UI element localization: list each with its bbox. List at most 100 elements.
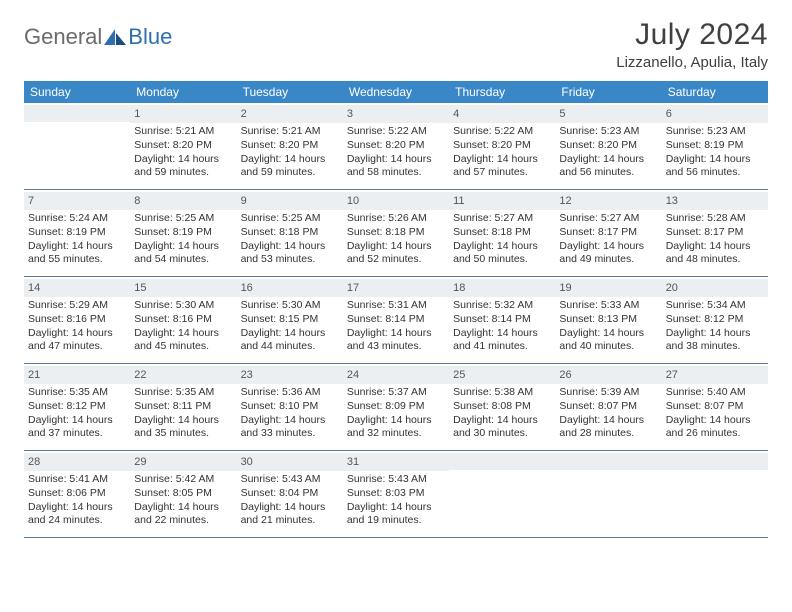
sunrise-line: Sunrise: 5:22 AM (347, 125, 445, 139)
daylight1-line: Daylight: 14 hours (28, 501, 126, 515)
sunset-line: Sunset: 8:18 PM (347, 226, 445, 240)
daylight1-line: Daylight: 14 hours (453, 414, 551, 428)
sunrise-line: Sunrise: 5:35 AM (28, 386, 126, 400)
sunrise-line: Sunrise: 5:36 AM (241, 386, 339, 400)
sunrise-line: Sunrise: 5:21 AM (241, 125, 339, 139)
day-cell: 26Sunrise: 5:39 AMSunset: 8:07 PMDayligh… (555, 364, 661, 450)
daylight1-line: Daylight: 14 hours (28, 327, 126, 341)
sunrise-line: Sunrise: 5:23 AM (559, 125, 657, 139)
daylight2-line: and 21 minutes. (241, 514, 339, 528)
day-cell: 11 Sunrise: 5:27 AMSunset: 8:18 PMDayligh… (449, 190, 555, 276)
day-cell: 7Sunrise: 5:24 AMSunset: 8:19 PMDaylight… (24, 190, 130, 276)
weekday-sunday: Sunday (24, 81, 130, 103)
sunset-line: Sunset: 8:18 PM (453, 226, 551, 240)
day-number: 4 (449, 105, 555, 123)
day-cell: 12Sunrise: 5:27 AMSunset: 8:17 PMDayligh… (555, 190, 661, 276)
daylight1-line: Daylight: 14 hours (559, 327, 657, 341)
logo-sail-icon (104, 29, 126, 45)
sunrise-line: Sunrise: 5:41 AM (28, 473, 126, 487)
day-number: 6 (662, 105, 768, 123)
day-cell: 9Sunrise: 5:25 AMSunset: 8:18 PMDaylight… (237, 190, 343, 276)
day-number: 27 (662, 366, 768, 384)
daylight1-line: Daylight: 14 hours (453, 240, 551, 254)
day-number: 16 (237, 279, 343, 297)
daylight2-line: and 47 minutes. (28, 340, 126, 354)
day-number: 20 (662, 279, 768, 297)
sunset-line: Sunset: 8:19 PM (28, 226, 126, 240)
daylight1-line: Daylight: 14 hours (241, 240, 339, 254)
day-number: 26 (555, 366, 661, 384)
day-cell (662, 451, 768, 537)
daylight2-line: and 55 minutes. (28, 253, 126, 267)
day-cell: 1Sunrise: 5:21 AMSunset: 8:20 PMDaylight… (130, 103, 236, 189)
day-cell (555, 451, 661, 537)
sunrise-line: Sunrise: 5:38 AM (453, 386, 551, 400)
sunrise-line: Sunrise: 5:23 AM (666, 125, 764, 139)
sunset-line: Sunset: 8:05 PM (134, 487, 232, 501)
day-number: 11 (449, 192, 555, 210)
calendar-grid: Sunday Monday Tuesday Wednesday Thursday… (24, 81, 768, 538)
sunrise-line: Sunrise: 5:42 AM (134, 473, 232, 487)
daylight2-line: and 35 minutes. (134, 427, 232, 441)
sunrise-line: Sunrise: 5:30 AM (241, 299, 339, 313)
daylight2-line: and 24 minutes. (28, 514, 126, 528)
daylight2-line: and 43 minutes. (347, 340, 445, 354)
daylight2-line: and 26 minutes. (666, 427, 764, 441)
daylight2-line: and 32 minutes. (347, 427, 445, 441)
week-row: 14Sunrise: 5:29 AMSunset: 8:16 PMDayligh… (24, 277, 768, 364)
day-cell: 24Sunrise: 5:37 AMSunset: 8:09 PMDayligh… (343, 364, 449, 450)
day-cell: 25Sunrise: 5:38 AMSunset: 8:08 PMDayligh… (449, 364, 555, 450)
sunrise-line: Sunrise: 5:25 AM (134, 212, 232, 226)
month-title: July 2024 (616, 18, 768, 52)
day-number: 17 (343, 279, 449, 297)
sunrise-line: Sunrise: 5:43 AM (241, 473, 339, 487)
week-row: 1Sunrise: 5:21 AMSunset: 8:20 PMDaylight… (24, 103, 768, 190)
calendar-page: General Blue July 2024 Lizzanello, Apuli… (0, 0, 792, 556)
sunrise-line: Sunrise: 5:28 AM (666, 212, 764, 226)
day-number: 13 (662, 192, 768, 210)
daylight1-line: Daylight: 14 hours (666, 327, 764, 341)
daylight2-line: and 33 minutes. (241, 427, 339, 441)
daylight1-line: Daylight: 14 hours (241, 414, 339, 428)
sunset-line: Sunset: 8:04 PM (241, 487, 339, 501)
sunset-line: Sunset: 8:16 PM (28, 313, 126, 327)
sunset-line: Sunset: 8:14 PM (347, 313, 445, 327)
day-number: 21 (24, 366, 130, 384)
week-row: 7Sunrise: 5:24 AMSunset: 8:19 PMDaylight… (24, 190, 768, 277)
daylight1-line: Daylight: 14 hours (666, 240, 764, 254)
day-number: 25 (449, 366, 555, 384)
sunrise-line: Sunrise: 5:27 AM (453, 212, 551, 226)
day-cell: 28Sunrise: 5:41 AMSunset: 8:06 PMDayligh… (24, 451, 130, 537)
sunset-line: Sunset: 8:20 PM (453, 139, 551, 153)
daylight2-line: and 45 minutes. (134, 340, 232, 354)
daylight1-line: Daylight: 14 hours (134, 153, 232, 167)
day-cell: 2Sunrise: 5:21 AMSunset: 8:20 PMDaylight… (237, 103, 343, 189)
empty-day-number (449, 453, 555, 470)
day-cell: 20Sunrise: 5:34 AMSunset: 8:12 PMDayligh… (662, 277, 768, 363)
daylight1-line: Daylight: 14 hours (559, 153, 657, 167)
sunset-line: Sunset: 8:06 PM (28, 487, 126, 501)
day-cell: 27Sunrise: 5:40 AMSunset: 8:07 PMDayligh… (662, 364, 768, 450)
daylight2-line: and 40 minutes. (559, 340, 657, 354)
daylight2-line: and 38 minutes. (666, 340, 764, 354)
sunrise-line: Sunrise: 5:24 AM (28, 212, 126, 226)
sunrise-line: Sunrise: 5:39 AM (559, 386, 657, 400)
weekday-saturday: Saturday (662, 81, 768, 103)
day-cell: 18Sunrise: 5:32 AMSunset: 8:14 PMDayligh… (449, 277, 555, 363)
day-number: 1 (130, 105, 236, 123)
daylight1-line: Daylight: 14 hours (241, 501, 339, 515)
sunset-line: Sunset: 8:17 PM (666, 226, 764, 240)
day-cell: 16Sunrise: 5:30 AMSunset: 8:15 PMDayligh… (237, 277, 343, 363)
sunrise-line: Sunrise: 5:32 AM (453, 299, 551, 313)
day-cell: 30Sunrise: 5:43 AMSunset: 8:04 PMDayligh… (237, 451, 343, 537)
sunrise-line: Sunrise: 5:26 AM (347, 212, 445, 226)
sunrise-line: Sunrise: 5:31 AM (347, 299, 445, 313)
sunset-line: Sunset: 8:20 PM (134, 139, 232, 153)
sunset-line: Sunset: 8:14 PM (453, 313, 551, 327)
sunrise-line: Sunrise: 5:37 AM (347, 386, 445, 400)
day-number: 23 (237, 366, 343, 384)
sunset-line: Sunset: 8:12 PM (28, 400, 126, 414)
sunrise-line: Sunrise: 5:40 AM (666, 386, 764, 400)
daylight1-line: Daylight: 14 hours (559, 240, 657, 254)
daylight2-line: and 59 minutes. (241, 166, 339, 180)
